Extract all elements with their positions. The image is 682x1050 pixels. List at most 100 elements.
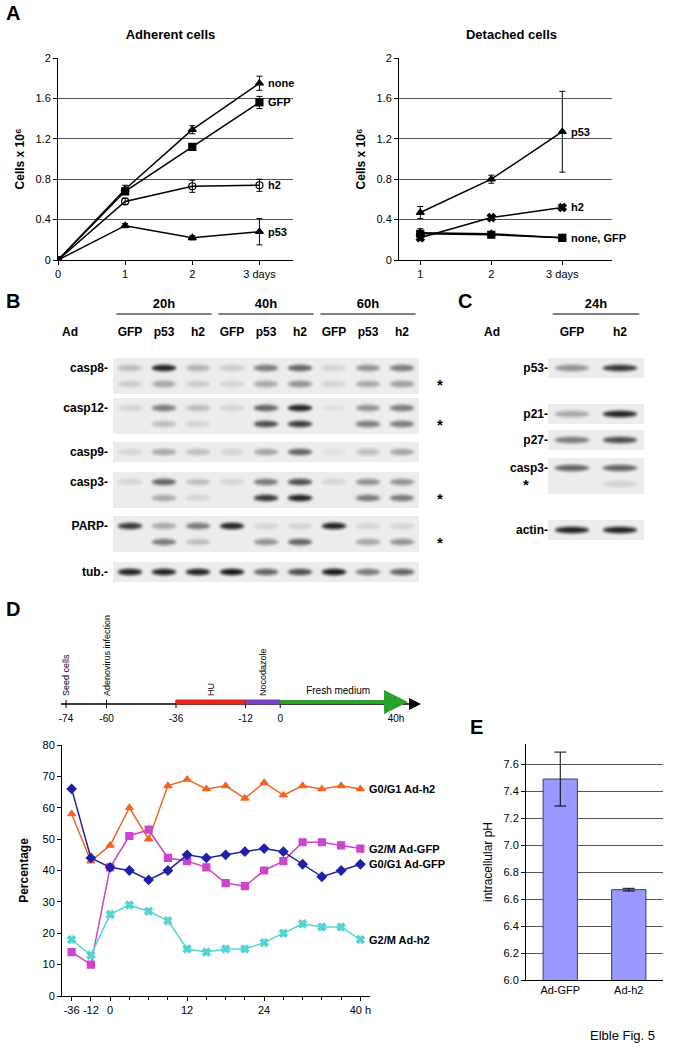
svg-text:6.4: 6.4 — [504, 920, 519, 932]
svg-text:-12: -12 — [83, 1004, 99, 1016]
svg-text:Ad-GFP: Ad-GFP — [540, 984, 580, 996]
svg-text:Ad: Ad — [62, 325, 78, 339]
svg-text:Seed cells: Seed cells — [61, 654, 71, 696]
svg-text:p53-: p53- — [523, 361, 548, 375]
svg-text:intracellular pH: intracellular pH — [481, 822, 495, 902]
svg-text:1.2: 1.2 — [36, 133, 51, 145]
svg-text:0: 0 — [107, 1004, 113, 1016]
svg-text:0: 0 — [45, 254, 51, 266]
svg-text:0: 0 — [49, 990, 55, 1002]
svg-text:0.4: 0.4 — [377, 213, 392, 225]
svg-text:1.6: 1.6 — [377, 92, 392, 104]
svg-text:h2: h2 — [268, 179, 281, 191]
svg-text:-36: -36 — [64, 1004, 80, 1016]
svg-text:7.0: 7.0 — [504, 839, 519, 851]
svg-text:7.6: 7.6 — [504, 758, 519, 770]
svg-text:3 days: 3 days — [546, 268, 579, 280]
svg-text:60h: 60h — [357, 296, 379, 311]
svg-text:Cells x 10⁶: Cells x 10⁶ — [13, 129, 27, 190]
svg-text:Ad-h2: Ad-h2 — [614, 984, 643, 996]
svg-text:80: 80 — [43, 739, 55, 751]
svg-text:h2: h2 — [191, 325, 205, 339]
svg-text:*: * — [437, 490, 443, 507]
svg-text:p53: p53 — [268, 226, 287, 238]
svg-text:40h: 40h — [255, 296, 277, 311]
svg-text:2: 2 — [386, 52, 392, 64]
svg-text:30: 30 — [43, 896, 55, 908]
svg-text:G2/M Ad-GFP: G2/M Ad-GFP — [369, 843, 439, 855]
svg-text:none: none — [268, 77, 294, 89]
svg-text:GFP: GFP — [560, 325, 585, 339]
svg-text:1.6: 1.6 — [36, 92, 51, 104]
svg-text:GFP: GFP — [268, 96, 291, 108]
svg-text:casp3-: casp3- — [70, 475, 108, 489]
svg-text:Fresh medium: Fresh medium — [306, 685, 370, 696]
svg-text:p21-: p21- — [523, 407, 548, 421]
svg-text:G0/G1 Ad-h2: G0/G1 Ad-h2 — [369, 783, 435, 795]
svg-text:6.6: 6.6 — [504, 893, 519, 905]
svg-text:1: 1 — [417, 268, 423, 280]
svg-text:50: 50 — [43, 833, 55, 845]
svg-text:6.8: 6.8 — [504, 866, 519, 878]
svg-text:40: 40 — [43, 864, 55, 876]
svg-text:12: 12 — [181, 1004, 193, 1016]
svg-text:Nocodazole: Nocodazole — [258, 648, 268, 696]
svg-text:GFP: GFP — [118, 325, 143, 339]
svg-text:0.8: 0.8 — [377, 173, 392, 185]
svg-text:h2: h2 — [293, 325, 307, 339]
svg-text:p53: p53 — [358, 325, 379, 339]
svg-text:G0/G1 Ad-GFP: G0/G1 Ad-GFP — [369, 858, 445, 870]
svg-text:*: * — [437, 376, 443, 393]
svg-text:Cells x 10⁶: Cells x 10⁶ — [354, 129, 368, 190]
svg-text:3 days: 3 days — [243, 268, 276, 280]
svg-text:-36: -36 — [169, 713, 184, 724]
svg-text:1.2: 1.2 — [377, 133, 392, 145]
svg-text:casp12-: casp12- — [63, 401, 108, 415]
svg-text:Percentage: Percentage — [17, 838, 31, 903]
svg-text:7.2: 7.2 — [504, 812, 519, 824]
svg-text:24: 24 — [258, 1004, 270, 1016]
svg-text:h2: h2 — [571, 201, 584, 213]
svg-text:casp3-: casp3- — [510, 461, 548, 475]
svg-text:70: 70 — [43, 770, 55, 782]
svg-text:p53: p53 — [256, 325, 277, 339]
svg-text:0.4: 0.4 — [36, 213, 51, 225]
svg-text:60: 60 — [43, 802, 55, 814]
svg-text:Adenovirus infection: Adenovirus infection — [102, 615, 112, 696]
svg-text:0.8: 0.8 — [36, 173, 51, 185]
svg-text:tub.-: tub.- — [82, 565, 108, 579]
svg-text:1: 1 — [122, 268, 128, 280]
svg-text:-60: -60 — [99, 713, 114, 724]
svg-text:GFP: GFP — [322, 325, 347, 339]
svg-text:6.0: 6.0 — [504, 974, 519, 986]
svg-text:Detached cells: Detached cells — [466, 27, 557, 42]
svg-text:2: 2 — [189, 268, 195, 280]
svg-text:GFP: GFP — [220, 325, 245, 339]
svg-text:Ad: Ad — [484, 325, 500, 339]
svg-text:-12: -12 — [238, 713, 253, 724]
svg-text:p53: p53 — [154, 325, 175, 339]
svg-text:40h: 40h — [388, 713, 405, 724]
svg-text:PARP-: PARP- — [72, 519, 108, 533]
svg-text:actin-: actin- — [516, 523, 548, 537]
svg-text:40 h: 40 h — [350, 1004, 371, 1016]
svg-text:7.4: 7.4 — [504, 785, 519, 797]
svg-text:10: 10 — [43, 958, 55, 970]
svg-text:h2: h2 — [613, 325, 627, 339]
svg-text:p53: p53 — [571, 126, 590, 138]
svg-text:HU: HU — [206, 683, 216, 696]
svg-text:casp8-: casp8- — [70, 361, 108, 375]
svg-text:0: 0 — [55, 268, 61, 280]
svg-text:20: 20 — [43, 927, 55, 939]
svg-text:0: 0 — [386, 254, 392, 266]
svg-text:p27-: p27- — [523, 433, 548, 447]
svg-text:2: 2 — [488, 268, 494, 280]
svg-text:*: * — [523, 476, 529, 493]
svg-text:*: * — [437, 416, 443, 433]
svg-text:G2/M Ad-h2: G2/M Ad-h2 — [369, 934, 430, 946]
svg-text:-74: -74 — [59, 713, 74, 724]
svg-text:0: 0 — [277, 713, 283, 724]
svg-text:none, GFP: none, GFP — [571, 232, 626, 244]
svg-text:24h: 24h — [585, 296, 607, 311]
svg-text:*: * — [437, 534, 443, 551]
